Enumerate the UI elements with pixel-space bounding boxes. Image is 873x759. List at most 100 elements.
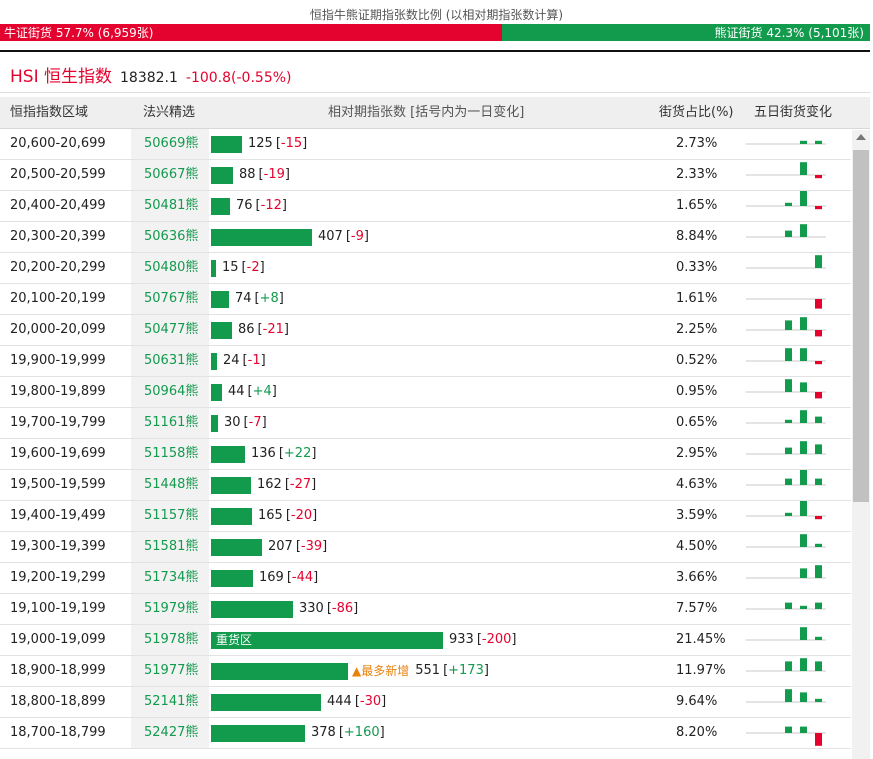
warrant-code-link[interactable]: 50481熊: [131, 191, 209, 221]
warrant-code-link[interactable]: 51978熊: [131, 625, 209, 655]
index-range: 20,600-20,699: [10, 136, 106, 151]
table-row[interactable]: 18,800-18,899 52141熊 444 [-30] 9.64%: [0, 687, 851, 718]
warrant-code-link[interactable]: 50669熊: [131, 129, 209, 159]
warrant-code-link[interactable]: 51977熊: [131, 656, 209, 686]
warrant-code-link[interactable]: 50480熊: [131, 253, 209, 283]
table-row[interactable]: 19,900-19,999 50631熊 24 [-1] 0.52%: [0, 346, 851, 377]
table-row[interactable]: 20,200-20,299 50480熊 15 [-2] 0.33%: [0, 253, 851, 284]
table-row[interactable]: 19,700-19,799 51161熊 30 [-7] 0.65%: [0, 408, 851, 439]
table-row[interactable]: 19,400-19,499 51157熊 165 [-20] 3.59%: [0, 501, 851, 532]
ratio-title: 恒指牛熊证期指张数比例 (以相对期指张数计算): [309, 8, 564, 22]
index-change: -100.8(-0.55%): [185, 70, 292, 86]
sparkline-bar: [800, 317, 807, 330]
index-range: 19,100-19,199: [10, 601, 106, 616]
table-row[interactable]: 20,400-20,499 50481熊 76 [-12] 1.65%: [0, 191, 851, 222]
outstanding-pct: 4.63%: [676, 477, 718, 492]
sparkline-bar: [815, 330, 822, 337]
scroll-up-arrow-icon[interactable]: [856, 134, 866, 140]
divider: [0, 92, 870, 93]
contracts-cell: 165 [-20]: [211, 501, 317, 531]
sparkline-bar: [800, 348, 807, 361]
warrant-code-link[interactable]: 50667熊: [131, 160, 209, 190]
outstanding-pct: 7.57%: [676, 601, 718, 616]
sparkline-bar: [815, 416, 822, 423]
warrant-code-link[interactable]: 50477熊: [131, 315, 209, 345]
index-range: 20,400-20,499: [10, 198, 106, 213]
outstanding-pct: 1.65%: [676, 198, 718, 213]
warrant-code-link[interactable]: 50767熊: [131, 284, 209, 314]
five-day-sparkline: [746, 565, 826, 579]
sparkline-bar: [815, 602, 822, 609]
contracts-cell: 125 [-15]: [211, 129, 307, 159]
table-row[interactable]: 19,800-19,899 50964熊 44 [+4] 0.95%: [0, 377, 851, 408]
warrant-code-link[interactable]: 52427熊: [131, 718, 209, 748]
contracts-bar: [211, 538, 262, 556]
table-row[interactable]: 19,600-19,699 51158熊 136 [+22] 2.95%: [0, 439, 851, 470]
index-range: 19,700-19,799: [10, 415, 106, 430]
header-code: 法兴精选: [143, 105, 196, 120]
five-day-sparkline: [746, 501, 826, 520]
outstanding-pct: 2.95%: [676, 446, 718, 461]
table-row[interactable]: 20,100-20,199 50767熊 74 [+8] 1.61%: [0, 284, 851, 315]
vertical-scrollbar[interactable]: [852, 130, 870, 759]
contracts-cell: 76 [-12]: [211, 191, 287, 221]
warrant-code-link[interactable]: 51734熊: [131, 563, 209, 593]
table-row[interactable]: 19,500-19,599 51448熊 162 [-27] 4.63%: [0, 470, 851, 501]
table-row[interactable]: 20,500-20,599 50667熊 88 [-19] 2.33%: [0, 160, 851, 191]
divider: [0, 50, 870, 52]
scrollbar-thumb[interactable]: [853, 150, 869, 502]
table-row[interactable]: 19,300-19,399 51581熊 207 [-39] 4.50%: [0, 532, 851, 563]
table-row[interactable]: 19,200-19,299 51734熊 169 [-44] 3.66%: [0, 563, 851, 594]
daily-change: [-12]: [255, 198, 287, 213]
warrant-code-link[interactable]: 51158熊: [131, 439, 209, 469]
contracts-count: 24: [223, 353, 240, 368]
outstanding-pct: 3.59%: [676, 508, 718, 523]
warrant-code-link[interactable]: 51979熊: [131, 594, 209, 624]
warrant-code-link[interactable]: 51448熊: [131, 470, 209, 500]
contracts-bar: [211, 507, 252, 525]
contracts-bar: [211, 693, 321, 711]
daily-change: [-200]: [476, 632, 517, 647]
warrant-code-link[interactable]: 50964熊: [131, 377, 209, 407]
warrant-code-link[interactable]: 51157熊: [131, 501, 209, 531]
table-header: 恒指指数区域 法兴精选 相对期指张数 [括号内为一日变化] 街货占比(%) 五日…: [0, 97, 870, 129]
contracts-cell: 444 [-30]: [211, 687, 386, 717]
five-day-sparkline: [746, 298, 826, 309]
contracts-count: 207: [268, 539, 293, 554]
warrant-code-link[interactable]: 51581熊: [131, 532, 209, 562]
warrant-code-link[interactable]: 51161熊: [131, 408, 209, 438]
index-range: 20,500-20,599: [10, 167, 106, 182]
outstanding-pct: 21.45%: [676, 632, 726, 647]
contracts-bar: [211, 135, 242, 153]
table-row[interactable]: 19,100-19,199 51979熊 330 [-86] 7.57%: [0, 594, 851, 625]
daily-change: [+173]: [443, 663, 489, 678]
table-row[interactable]: 20,600-20,699 50669熊 125 [-15] 2.73%: [0, 129, 851, 160]
five-day-sparkline: [746, 379, 826, 399]
contracts-count: 162: [257, 477, 282, 492]
daily-change: [-9]: [345, 229, 369, 244]
warrant-code-link[interactable]: 50636熊: [131, 222, 209, 252]
table-row[interactable]: 18,900-18,999 51977熊 ▲最多新增 551 [+173] 11.97%: [0, 656, 851, 687]
contracts-bar: [211, 228, 312, 246]
contracts-bar: [211, 259, 216, 277]
sparkline-bar: [800, 627, 807, 640]
table-row[interactable]: 18,700-18,799 52427熊 378 [+160] 8.20%: [0, 718, 851, 749]
contracts-count: 330: [299, 601, 324, 616]
five-day-sparkline: [746, 441, 826, 455]
outstanding-pct: 1.61%: [676, 291, 718, 306]
warrant-code-link[interactable]: 50631熊: [131, 346, 209, 376]
table-row[interactable]: 19,000-19,099 51978熊 重货区 933 [-200] 21.45%: [0, 625, 851, 656]
header-contracts: 相对期指张数 [括号内为一日变化]: [328, 105, 525, 120]
index-range: 18,800-18,899: [10, 694, 106, 709]
contracts-bar: [211, 321, 232, 339]
sparkline-bar: [785, 661, 792, 671]
sparkline-bar: [800, 441, 807, 454]
sparkline-bar: [785, 348, 792, 361]
index-range: 19,000-19,099: [10, 632, 106, 647]
table-row[interactable]: 20,300-20,399 50636熊 407 [-9] 8.84%: [0, 222, 851, 253]
table-row[interactable]: 20,000-20,099 50477熊 86 [-21] 2.25%: [0, 315, 851, 346]
contracts-cell: 378 [+160]: [211, 718, 385, 748]
warrant-code-link[interactable]: 52141熊: [131, 687, 209, 717]
index-range: 19,800-19,899: [10, 384, 106, 399]
index-range: 20,200-20,299: [10, 260, 106, 275]
